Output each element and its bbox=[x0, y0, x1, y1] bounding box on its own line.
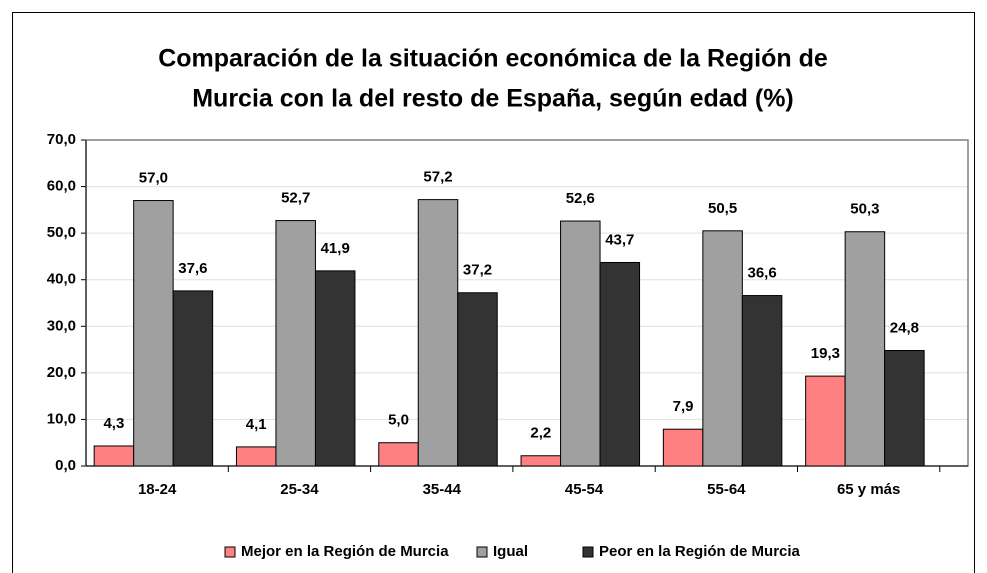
value-label: 24,8 bbox=[890, 319, 919, 336]
y-tick-label: 40,0 bbox=[47, 271, 76, 288]
bar bbox=[417, 199, 459, 467]
value-label: 52,7 bbox=[281, 190, 310, 207]
bar bbox=[599, 261, 641, 467]
legend-label: Igual bbox=[493, 543, 528, 560]
value-label: 50,3 bbox=[850, 201, 879, 218]
y-tick-label: 20,0 bbox=[47, 364, 76, 381]
value-label: 37,6 bbox=[178, 260, 207, 277]
bar bbox=[457, 292, 498, 467]
legend-label: Mejor en la Región de Murcia bbox=[241, 543, 449, 560]
bar bbox=[275, 220, 316, 467]
value-label: 52,6 bbox=[566, 190, 595, 207]
bar bbox=[702, 230, 743, 467]
x-tick-label: 18-24 bbox=[138, 481, 177, 498]
bar bbox=[805, 375, 846, 467]
y-tick-label: 10,0 bbox=[47, 410, 76, 427]
bar bbox=[378, 442, 419, 467]
bar bbox=[235, 446, 277, 467]
bar bbox=[133, 200, 174, 467]
value-label: 2,2 bbox=[530, 425, 551, 442]
x-tick-label: 65 y más bbox=[837, 481, 900, 498]
y-tick-label: 0,0 bbox=[55, 457, 76, 474]
chart-title: Murcia con la del resto de España, según… bbox=[192, 85, 794, 113]
x-tick-label: 25-34 bbox=[280, 481, 319, 498]
bar bbox=[93, 445, 135, 467]
y-tick-label: 50,0 bbox=[47, 224, 76, 241]
value-label: 41,9 bbox=[321, 240, 350, 257]
value-label: 19,3 bbox=[811, 345, 840, 362]
x-tick-label: 55-64 bbox=[707, 481, 746, 498]
value-label: 37,2 bbox=[463, 262, 492, 279]
y-tick-label: 30,0 bbox=[47, 317, 76, 334]
bar bbox=[741, 295, 783, 467]
value-label: 57,2 bbox=[423, 169, 452, 186]
value-label: 57,0 bbox=[139, 170, 168, 187]
bar bbox=[560, 220, 601, 467]
value-label: 43,7 bbox=[605, 231, 634, 248]
value-label: 4,3 bbox=[103, 415, 124, 432]
bar bbox=[662, 428, 704, 467]
bar bbox=[520, 455, 562, 467]
bar bbox=[314, 270, 356, 467]
value-label: 5,0 bbox=[388, 412, 409, 429]
legend-swatch bbox=[582, 546, 594, 558]
value-label: 50,5 bbox=[708, 200, 737, 217]
value-label: 4,1 bbox=[246, 416, 267, 433]
y-tick-label: 70,0 bbox=[47, 131, 76, 148]
x-tick-label: 35-44 bbox=[423, 481, 462, 498]
legend-swatch bbox=[476, 546, 488, 558]
y-tick-label: 60,0 bbox=[47, 178, 76, 195]
legend-swatch bbox=[224, 546, 236, 558]
bar bbox=[844, 231, 886, 467]
value-label: 7,9 bbox=[673, 398, 694, 415]
chart-title: Comparación de la situación económica de… bbox=[158, 45, 828, 73]
legend-label: Peor en la Región de Murcia bbox=[599, 543, 801, 560]
value-label: 36,6 bbox=[747, 265, 776, 282]
x-tick-label: 45-54 bbox=[565, 481, 604, 498]
bar bbox=[172, 290, 214, 467]
bar bbox=[884, 350, 925, 467]
